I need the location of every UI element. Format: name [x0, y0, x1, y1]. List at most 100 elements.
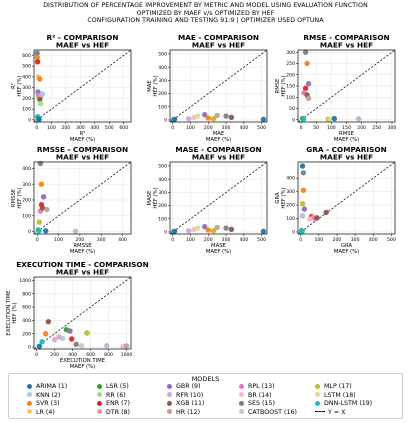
scatter-point	[39, 338, 45, 345]
y-tick-label: 250	[286, 61, 295, 67]
x-tick-label: 500	[257, 237, 266, 243]
y-tick-label: 300	[286, 50, 295, 56]
scatter-point	[34, 50, 40, 56]
reference-line-y-equals-x	[169, 161, 268, 235]
x-axis-label: MAEF (%)	[334, 137, 359, 143]
y-tick-label: 400	[158, 177, 167, 183]
axes-frame	[169, 161, 268, 235]
scatter-point	[327, 116, 333, 122]
x-tick-label: 0	[171, 237, 174, 243]
chart-title: R² - COMPARISON	[47, 33, 119, 42]
reference-line-y-equals-x	[297, 161, 396, 235]
legend-marker	[167, 392, 172, 398]
scatter-point	[202, 112, 208, 118]
axes-frame	[33, 276, 132, 350]
x-tick-label: 400	[369, 237, 378, 243]
y-tick-label: 100	[22, 213, 31, 219]
scatter-point	[45, 318, 52, 325]
legend-label: ENR (7)	[106, 400, 130, 408]
y-tick-label: 400	[22, 166, 31, 172]
legend-item: CATBOOST (16)	[239, 409, 297, 416]
x-tick-label: 0	[36, 237, 39, 243]
y-tick-label: 0	[28, 345, 31, 351]
y-axis-label: HEF (%)	[281, 75, 287, 96]
y-tick-label: 500	[158, 164, 167, 170]
y-tick-label: 800	[22, 291, 31, 297]
x-tick-label: 0	[300, 125, 303, 131]
x-axis-label: MAEF (%)	[70, 364, 95, 370]
x-tick-label: 100	[327, 125, 336, 131]
legend-marker	[27, 400, 32, 406]
x-tick-label: 1000	[121, 352, 133, 358]
x-axis-label: RMSE	[339, 131, 355, 137]
scatter-point	[194, 113, 201, 119]
legend-item: HR (12)	[167, 409, 200, 416]
y-axis-label: HEF (%)	[153, 75, 159, 96]
figure-suptitle-line-2: OPTIMIZED BY MAEF v/s OPTIMIZED BY HEF	[136, 9, 275, 17]
reference-line-y-equals-x	[33, 276, 132, 350]
x-tick-label: 0	[299, 237, 302, 243]
legend-item: XGB (11)	[167, 400, 204, 407]
scatter-point	[260, 116, 267, 123]
legend-title: MODELS	[191, 375, 220, 383]
scatter-point	[300, 170, 307, 176]
reference-line-y-equals-x	[169, 49, 268, 123]
legend-item: BR (14)	[239, 392, 272, 399]
x-tick-label: 400	[90, 125, 99, 131]
legend-item: DTR (8)	[97, 409, 130, 416]
legend-item: RPL (13)	[239, 383, 275, 390]
scatter-point	[223, 225, 229, 231]
x-tick-label: 300	[76, 125, 85, 131]
y-tick-label: 0	[292, 230, 295, 236]
legend-label: DTR (8)	[106, 408, 130, 416]
scatter-point	[299, 201, 306, 207]
legend-label: BR (14)	[248, 391, 272, 399]
x-tick-label: 100	[54, 237, 63, 243]
scatter-point	[205, 227, 211, 233]
y-axis-label: RMSSE	[11, 188, 17, 207]
x-tick-label: 600	[119, 125, 128, 131]
y-tick-label: 200	[286, 72, 295, 78]
scatter-point	[67, 328, 73, 334]
legend-marker	[315, 383, 320, 389]
y-tick-label: 400	[286, 176, 295, 182]
y-axis-label: RMSE	[275, 78, 281, 94]
scatter-point	[38, 181, 45, 187]
scatter-point	[185, 227, 192, 234]
axes-frame	[33, 161, 132, 235]
y-axis-label: HEF (%)	[281, 187, 287, 208]
legend-label: RR (6)	[106, 391, 126, 399]
legend-label: RPL (13)	[248, 383, 275, 390]
scatter-point	[304, 60, 310, 67]
legend-label: Y = X	[328, 408, 346, 416]
scatter-point	[36, 228, 42, 234]
y-tick-label: 500	[22, 64, 31, 70]
scatter-point	[299, 228, 305, 235]
legend-item: SVR (3)	[27, 400, 60, 407]
y-tick-label: 0	[292, 117, 295, 123]
x-tick-label: 300	[222, 237, 231, 243]
reference-line-y-equals-x	[297, 49, 396, 123]
legend-marker	[239, 392, 244, 398]
scatter-point	[171, 228, 178, 235]
reference-line-y-equals-x	[33, 161, 132, 235]
y-tick-label: 0	[28, 117, 31, 123]
x-axis-label: MAEF (%)	[334, 249, 359, 255]
x-tick-label: 300	[97, 237, 106, 243]
x-tick-label: 300	[222, 125, 231, 131]
x-tick-label: 100	[186, 237, 195, 243]
legend-item: GBR (9)	[167, 383, 201, 390]
x-tick-label: 100	[47, 125, 56, 131]
scatter-point	[36, 343, 43, 350]
y-tick-label: 100	[158, 104, 167, 110]
x-axis-label: MAEF (%)	[206, 249, 231, 255]
y-tick-label: 1000	[19, 278, 31, 284]
legend-label: LR (4)	[36, 408, 55, 416]
y-tick-label: 100	[286, 95, 295, 101]
scatter-point	[36, 219, 43, 225]
legend-marker	[27, 383, 32, 389]
y-axis-label: HEF (%)	[17, 187, 23, 208]
legend-marker	[239, 409, 244, 415]
scatter-point	[36, 116, 42, 123]
